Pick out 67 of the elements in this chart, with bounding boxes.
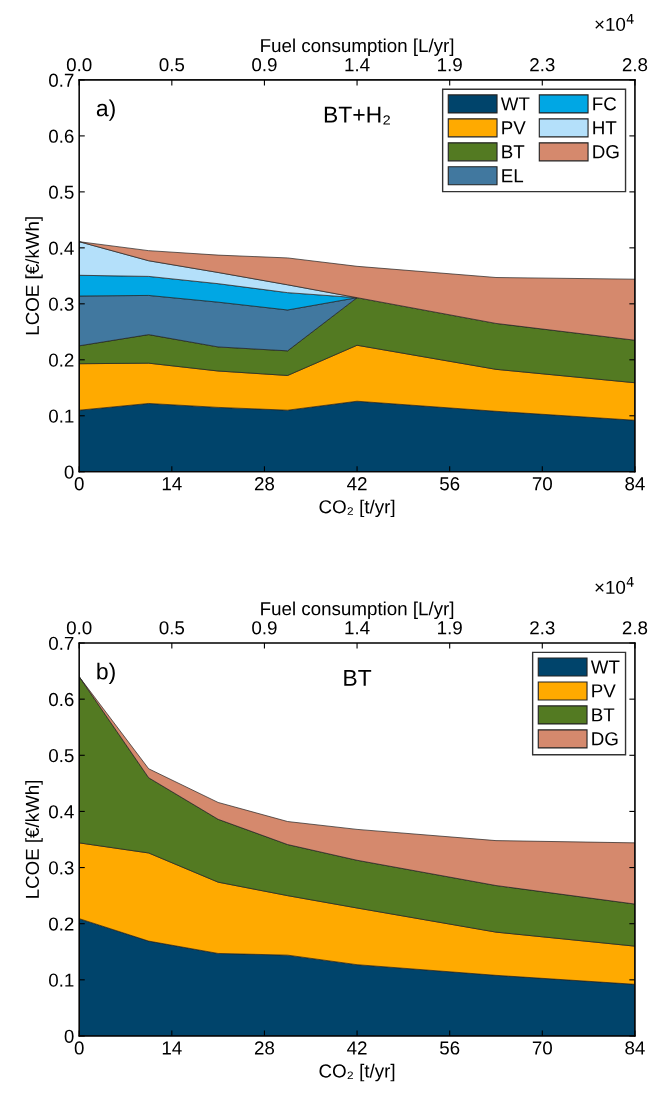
x2-tick-label: 1.4	[345, 621, 370, 635]
legend-label: DG	[593, 145, 619, 159]
y-tick-label: 0.4	[49, 805, 74, 819]
text: BT	[344, 670, 372, 686]
x-tick-label: 70	[532, 477, 552, 491]
legend-label: BT	[592, 708, 615, 722]
x2-tick-label: 0.5	[159, 621, 185, 635]
legend-label: PV	[592, 684, 616, 698]
y-tick-label: 0.2	[49, 917, 74, 931]
x-tick-label: 70	[532, 1041, 552, 1055]
y-tick-label: 0	[64, 1029, 74, 1043]
x2-tick-label: 2.3	[530, 58, 555, 72]
x2-axis-title: Fuel consumption [L/yr]	[261, 601, 454, 620]
legend-label: BT	[502, 145, 525, 159]
y-tick-label: 0.6	[49, 129, 74, 143]
x-tick-label: 84	[625, 1041, 645, 1055]
y-tick-label: 0	[64, 465, 74, 479]
y-tick-label: 0.7	[49, 636, 74, 650]
legend-label: DG	[592, 732, 618, 746]
y-tick-label: 0.5	[49, 185, 74, 199]
y-tick-label: 0.2	[49, 353, 74, 367]
x2-tick-label: 0.9	[252, 58, 277, 72]
y-axis-title: LCOE [€/kWh]	[25, 780, 43, 898]
y-tick-label: 0.7	[49, 73, 74, 87]
x2-tick-label: 2.8	[622, 58, 648, 72]
x2-tick-label: 0.0	[66, 58, 92, 72]
y-tick-label: 0.4	[49, 241, 74, 255]
x-axis-title: CO₂ [t/yr]	[319, 1063, 395, 1082]
y-tick-label: 0.3	[49, 861, 74, 875]
legend-label: WT	[590, 660, 620, 674]
legend-label: HT	[593, 121, 617, 135]
x2-tick-label: 0.0	[66, 621, 92, 635]
x-tick-label: 0	[74, 1041, 84, 1055]
legend-label: EL	[502, 169, 524, 183]
text: ×10$^{4}$	[595, 577, 634, 594]
y-axis-title: LCOE [€/kWh]	[25, 217, 43, 335]
x-tick-label: 28	[254, 1041, 275, 1055]
x2-tick-label: 2.3	[530, 621, 555, 635]
x-tick-label: 42	[347, 1041, 367, 1055]
x-tick-label: 56	[440, 477, 460, 491]
x-tick-label: 28	[254, 477, 275, 491]
x2-axis-title: Fuel consumption [L/yr]	[261, 38, 454, 56]
y-tick-label: 0.3	[49, 297, 74, 311]
annotation: b)	[97, 662, 115, 685]
x-axis-title: CO₂ [t/yr]	[319, 499, 395, 518]
legend-label: PV	[502, 121, 526, 135]
y-tick-label: 0.1	[49, 409, 74, 423]
text: ×10$^{4}$	[595, 14, 634, 32]
x-tick-label: 42	[347, 477, 367, 491]
y-tick-label: 0.5	[49, 748, 74, 763]
x-tick-label: 14	[162, 477, 182, 491]
x2-tick-label: 1.9	[438, 58, 462, 72]
x2-tick-label: 1.4	[345, 58, 370, 72]
annotation: a)	[96, 99, 115, 121]
x2-tick-label: 2.8	[622, 621, 648, 635]
x-tick-label: 84	[625, 477, 645, 491]
legend-label: WT	[500, 97, 530, 111]
x2-tick-label: 0.5	[159, 58, 185, 72]
x-tick-label: 0	[74, 477, 84, 491]
x2-tick-label: 0.9	[252, 621, 277, 635]
text: BT+H₂	[324, 106, 390, 125]
x2-tick-label: 1.9	[438, 621, 462, 635]
x-tick-label: 14	[162, 1041, 182, 1055]
x-tick-label: 56	[440, 1041, 460, 1055]
legend-label: FC	[593, 97, 617, 111]
y-tick-label: 0.1	[49, 973, 74, 987]
y-tick-label: 0.6	[49, 692, 74, 707]
